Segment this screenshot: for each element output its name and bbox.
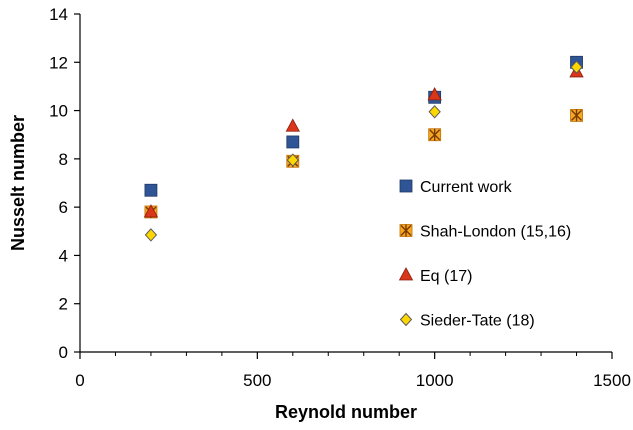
legend-marker-star-square [399, 224, 413, 237]
y-tick-label: 0 [59, 343, 68, 362]
x-tick-label: 1000 [416, 371, 454, 390]
data-point-triangle [143, 204, 159, 218]
data-point-star-square [570, 109, 583, 122]
y-tick-label: 4 [59, 246, 68, 265]
data-point-triangle [427, 87, 442, 101]
data-point-diamond [144, 228, 158, 242]
legend-label: Shah-London (15,16) [420, 224, 571, 241]
x-axis-title: Reynold number [275, 402, 417, 422]
data-markers [143, 55, 584, 242]
data-point-star-square [428, 128, 442, 142]
y-tick-label: 2 [59, 295, 68, 314]
y-axis: 0 2 4 6 8 10 12 14 [49, 5, 81, 362]
legend-label: Eq (17) [420, 268, 472, 285]
legend-label: Current work [420, 179, 513, 196]
y-tick-label: 12 [49, 53, 68, 72]
legend: Current work Shah-London (15,16) Eq (17) Si… [398, 179, 571, 330]
data-point-square [144, 183, 158, 197]
data-point-diamond [428, 105, 441, 119]
data-point-diamond [286, 153, 299, 167]
y-tick-label: 14 [49, 5, 68, 24]
x-tick-label: 500 [243, 371, 271, 390]
data-point-diamond [570, 60, 583, 74]
y-tick-label: 6 [59, 198, 68, 217]
x-tick-label: 1500 [593, 371, 631, 390]
data-point-square [286, 135, 300, 149]
y-tick-label: 10 [49, 102, 68, 121]
x-axis: 0 500 1000 1500 [75, 351, 631, 390]
data-point-triangle [285, 118, 300, 132]
legend-marker-diamond [399, 312, 413, 327]
legend-label: Sieder-Tate (18) [420, 313, 535, 330]
x-tick-label: 0 [75, 371, 84, 390]
legend-marker-square [399, 179, 413, 193]
y-axis-title: Nusselt number [8, 115, 28, 251]
legend-marker-triangle [398, 267, 414, 281]
y-tick-label: 8 [59, 150, 68, 169]
